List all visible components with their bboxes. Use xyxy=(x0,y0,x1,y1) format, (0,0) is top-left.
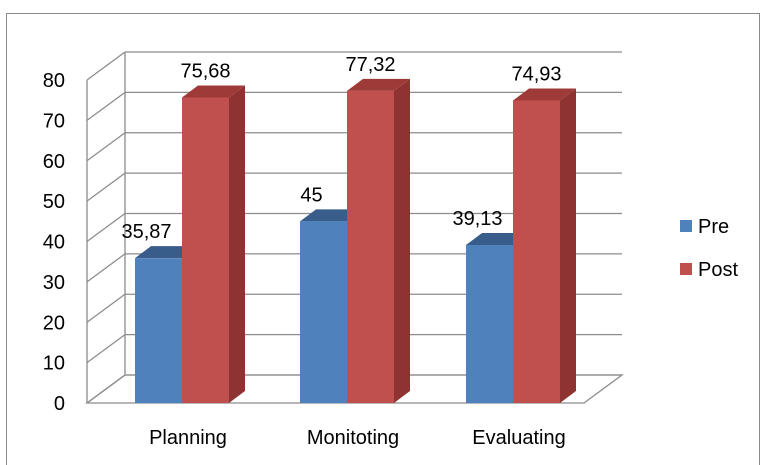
bar-side xyxy=(394,78,410,404)
bar-top xyxy=(182,85,245,98)
legend-label: Post xyxy=(698,259,738,281)
y-tick-label: 50 xyxy=(43,191,65,213)
chart-frame xyxy=(6,13,760,465)
bar-top xyxy=(347,78,410,91)
data-label: 74,93 xyxy=(511,63,561,85)
gridline-depth xyxy=(86,132,126,162)
axes: 0 10 20 30 40 50 60 70 80 Planning Monitoting Evalu… xyxy=(43,70,624,449)
labels: 35,87 75,68 45 77,32 39,13 74,93 xyxy=(121,54,561,243)
gridline-depth xyxy=(86,212,126,243)
bar-pre-monitoting xyxy=(300,221,347,403)
x-category-label: Planning xyxy=(149,427,227,449)
legend-label: Pre xyxy=(698,216,729,238)
floor xyxy=(85,374,624,404)
y-tick-label: 10 xyxy=(43,353,65,375)
bar-post-planning xyxy=(182,97,229,403)
bar-post-evaluating xyxy=(513,100,560,403)
gridline-depth xyxy=(86,51,126,81)
gridline-depth xyxy=(86,293,126,323)
bar-top xyxy=(513,88,576,101)
gridline-depth xyxy=(86,172,126,202)
gridline-depth xyxy=(86,334,126,364)
legend-swatch xyxy=(680,263,692,275)
legend-swatch xyxy=(680,220,692,232)
bars xyxy=(135,78,576,404)
y-tick-label: 80 xyxy=(43,70,65,92)
y-tick-label: 20 xyxy=(43,312,65,334)
gridline-depth xyxy=(86,253,126,283)
bar-side xyxy=(229,85,245,403)
gridline-depth xyxy=(86,91,126,121)
x-category-label: Evaluating xyxy=(472,427,565,449)
data-label: 45 xyxy=(300,184,322,206)
y-tick-label: 30 xyxy=(43,272,65,294)
bar-post-monitoting xyxy=(347,90,394,404)
x-category-label: Monitoting xyxy=(307,427,399,449)
y-tick-label: 70 xyxy=(43,110,65,132)
bar-pre-evaluating xyxy=(466,245,513,403)
y-tick-label: 60 xyxy=(43,151,65,173)
data-label: 35,87 xyxy=(121,221,171,243)
data-label: 77,32 xyxy=(345,54,395,76)
bar-pre-planning xyxy=(135,258,182,403)
y-tick-label: 40 xyxy=(43,232,65,254)
legend: Pre Post xyxy=(680,216,738,281)
data-label: 75,68 xyxy=(180,60,230,82)
y-tick-label: 0 xyxy=(54,393,65,415)
bar-side xyxy=(560,88,576,403)
data-label: 39,13 xyxy=(452,208,502,230)
